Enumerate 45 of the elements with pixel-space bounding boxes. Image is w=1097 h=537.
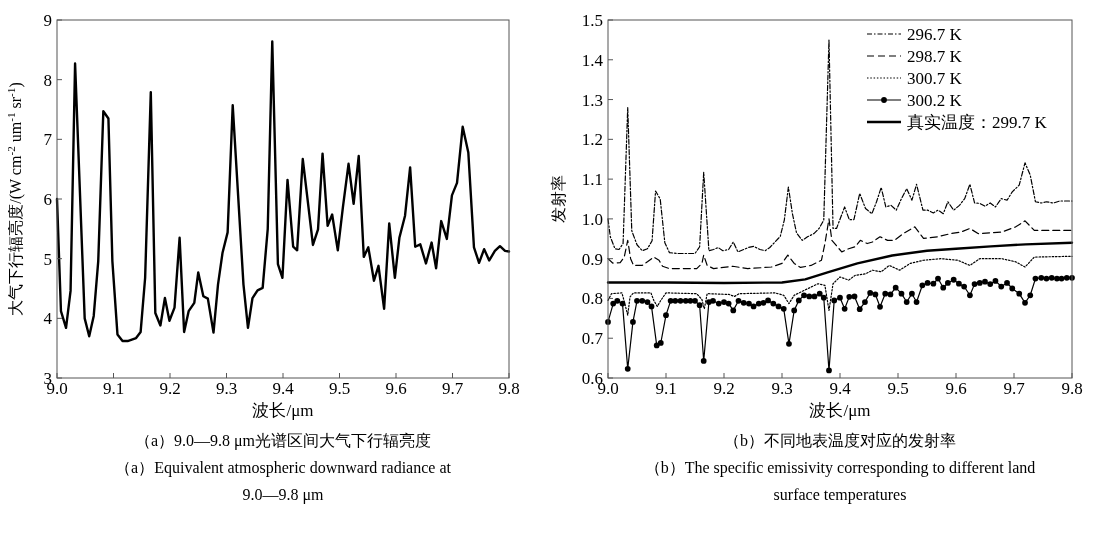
- line-series: [606, 241, 1074, 285]
- x-tick-label: 9.8: [1061, 379, 1083, 398]
- x-tick-label: 9.2: [159, 379, 181, 398]
- y-tick-label: 8: [43, 70, 52, 90]
- text: （a）Equivalent atmospheric downward radiance at 9.0—9.8 μm: [115, 459, 452, 504]
- x-tick-label: 9.5: [887, 379, 909, 398]
- x-tick-label: 9.6: [385, 379, 407, 398]
- y-tick-label: 9: [43, 10, 52, 30]
- legend-label: 300.2 K: [907, 90, 963, 110]
- y-tick-label: 5: [43, 249, 52, 269]
- y-tick-label: 1.1: [581, 170, 603, 190]
- x-axis-title: 波长/μm: [252, 401, 314, 420]
- legend-label: 296.7 K: [907, 24, 963, 44]
- text: （b）不同地表温度对应的发射率: [724, 432, 956, 449]
- x-tick-label: 9.7: [441, 379, 464, 398]
- x-tick-label: 9.7: [1003, 379, 1026, 398]
- y-axis-title: 发射率: [550, 175, 567, 223]
- x-tick-label: 9.3: [215, 379, 238, 398]
- y-tick-label: 1.5: [581, 10, 603, 30]
- x-tick-label: 9.4: [829, 379, 852, 398]
- x-tick-label: 9.5: [328, 379, 351, 398]
- x-tick-label: 9.8: [498, 379, 520, 398]
- y-tick-label: 6: [43, 189, 52, 209]
- x-axis-title: 波长/μm: [809, 401, 871, 420]
- y-tick-label: 1.4: [581, 50, 604, 70]
- legend-label: 真实温度：299.7 K: [907, 112, 1048, 132]
- line-series: [55, 40, 511, 343]
- y-tick-label: 1.0: [581, 209, 603, 229]
- y-tick-label: 0.9: [581, 249, 603, 269]
- text: （b）The specific emissivity corresponding to different land surface temperatures: [644, 459, 1036, 504]
- legend-label: 300.7 K: [907, 68, 963, 88]
- y-tick-label: 0.7: [581, 329, 604, 349]
- y-tick-label: 1.2: [581, 130, 603, 150]
- x-tick-label: 9.3: [771, 379, 793, 398]
- y-tick-label: 1.3: [581, 90, 603, 110]
- text: （a）9.0—9.8 μm光谱区间大气下行辐亮度: [134, 432, 432, 450]
- y-tick-label: 0.8: [581, 289, 603, 309]
- y-tick-label: 4: [43, 309, 53, 329]
- x-tick-label: 9.4: [272, 379, 295, 398]
- x-tick-label: 9.6: [945, 379, 967, 398]
- x-tick-label: 9.2: [713, 379, 735, 398]
- x-tick-label: 9.1: [655, 379, 677, 398]
- x-tick-label: 9.1: [102, 379, 125, 398]
- y-tick-label: 7: [43, 130, 53, 150]
- legend-label: 298.7 K: [907, 46, 963, 66]
